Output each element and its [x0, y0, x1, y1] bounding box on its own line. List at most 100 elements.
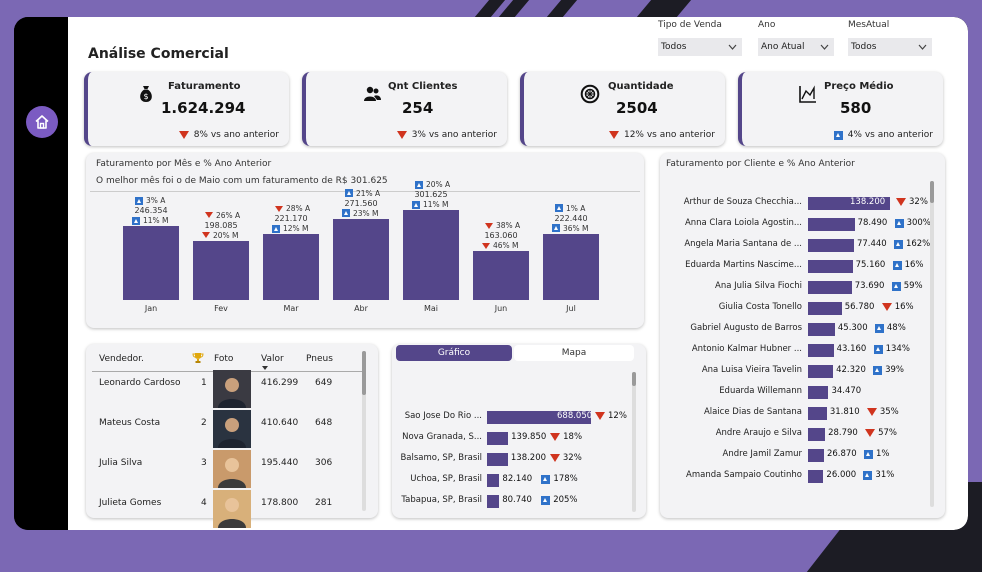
client-label: Arthur de Souza Checchia... [683, 197, 802, 207]
month-bar[interactable] [543, 233, 599, 300]
city-label: Tabapua, SP, Brasil [401, 495, 482, 505]
cities-scrollbar[interactable] [632, 372, 636, 512]
client-bar[interactable] [808, 365, 834, 378]
vs-mes-text: 12% M [283, 224, 309, 233]
client-pct-text: 1% [875, 449, 890, 459]
client-value: 73.690 [855, 281, 885, 291]
city-bar[interactable] [487, 474, 500, 487]
client-label: Ana Julia Silva Fiochi [715, 281, 802, 291]
client-value: 34.470 [831, 386, 861, 396]
city-value-text: 139.850 [511, 432, 547, 442]
month-bar[interactable] [193, 240, 249, 300]
down-arrow-icon [550, 433, 561, 441]
client-label: Gabriel Augusto de Barros [690, 323, 802, 333]
city-value-text: 80.740 [502, 495, 532, 505]
col-header-valor[interactable]: Valor [261, 354, 284, 364]
filter-select[interactable]: Ano Atual [758, 38, 834, 56]
seller-name: Julia Silva [99, 458, 143, 468]
client-label: Andre Jamil Zamur [722, 449, 802, 459]
seller-photo [213, 370, 251, 408]
seller-photo [213, 410, 251, 448]
client-bar[interactable] [808, 197, 890, 210]
client-bar[interactable] [808, 470, 824, 483]
seller-rank: 4 [201, 498, 207, 508]
month-bar[interactable] [403, 210, 459, 300]
filter-ano[interactable]: Ano Ano Atual [758, 20, 834, 56]
vs-ano-text: 26% A [216, 210, 241, 220]
client-bar[interactable] [808, 302, 842, 315]
seller-valor: 195.440 [261, 458, 299, 468]
city-bar[interactable] [487, 411, 591, 424]
client-pct-text: 32% [909, 197, 928, 207]
city-pct-text: 178% [553, 474, 578, 484]
month-label: Jul [566, 304, 576, 313]
city-pct: 205% [541, 495, 578, 505]
client-value: 42.320 [836, 365, 866, 375]
kpi-variation: 12% vs ano anterior [608, 130, 715, 140]
city-bar[interactable] [487, 453, 508, 466]
client-pct-text: 35% [879, 407, 899, 417]
chart-subtitle: O melhor mês foi o de Maio com um fatura… [96, 176, 388, 186]
client-bar[interactable] [808, 386, 829, 399]
city-bar[interactable] [487, 495, 500, 508]
filter-value: Todos [851, 42, 877, 52]
client-bar[interactable] [808, 449, 824, 462]
kpi-value: 580 [840, 99, 872, 117]
vs-ano-label: 20% A [415, 180, 450, 189]
client-value: 26.000 [826, 470, 856, 480]
monthly-chart-panel: Faturamento por Mês e % Ano Anterior O m… [86, 153, 644, 328]
client-bar[interactable] [808, 281, 852, 294]
client-bar[interactable] [808, 407, 827, 420]
tire-icon [580, 84, 600, 104]
client-value-text: 28.790 [828, 428, 858, 438]
client-pct-text: 300% [906, 218, 931, 228]
sellers-scrollbar[interactable] [362, 351, 366, 511]
clients-scrollbar[interactable] [930, 181, 934, 507]
month-bar[interactable] [123, 226, 179, 300]
client-bar[interactable] [808, 239, 854, 252]
month-label: Mar [283, 304, 299, 313]
client-bar[interactable] [808, 218, 855, 231]
seller-rank: 2 [201, 418, 207, 428]
month-bar[interactable] [473, 251, 529, 300]
city-value: 138.200 [511, 453, 546, 463]
seller-valor: 416.299 [261, 378, 299, 388]
col-header-foto[interactable]: Foto [214, 354, 234, 364]
filter-select[interactable]: Todos [848, 38, 932, 56]
filter-mes[interactable]: MesAtual Todos [848, 20, 932, 56]
tab-mapa[interactable]: Mapa [514, 345, 634, 361]
nav-sidebar [14, 17, 68, 530]
home-button[interactable] [26, 106, 58, 138]
vs-mes-text: 11% M [143, 216, 169, 226]
tab-grafico[interactable]: Gráfico [396, 345, 512, 361]
vs-ano-text: 1% A [566, 203, 586, 213]
city-value-text: 138.200 [510, 453, 547, 463]
up-arrow-icon [863, 470, 873, 480]
client-label: Eduarda Willemann [719, 386, 802, 396]
seller-name: Julieta Gomes [99, 498, 162, 508]
filter-select[interactable]: Todos [658, 38, 742, 56]
client-value: 75.160 [856, 260, 886, 270]
data-label: 301.625 [414, 190, 448, 199]
client-bar[interactable] [808, 344, 834, 357]
kpi-value: 1.624.294 [161, 99, 246, 117]
city-value: 82.140 [502, 474, 532, 484]
month-bar[interactable] [263, 234, 319, 300]
kpi-label: Quantidade [608, 81, 674, 92]
col-header-pneus[interactable]: Pneus [306, 354, 333, 364]
client-bar[interactable] [808, 260, 853, 273]
city-pct: 18% [550, 432, 582, 442]
client-value: 43.160 [837, 344, 867, 354]
city-value-text: 688.050 [557, 411, 593, 421]
col-header-vendedor[interactable]: Vendedor. [99, 354, 144, 364]
month-bar[interactable] [333, 218, 389, 300]
client-value: 77.440 [857, 239, 887, 249]
client-bar[interactable] [808, 323, 835, 336]
client-bar[interactable] [808, 428, 826, 441]
client-pct-text: 162% [905, 239, 931, 249]
client-label: Angela Maria Santana de ... [684, 239, 802, 249]
city-bar[interactable] [487, 432, 509, 445]
up-arrow-icon [552, 224, 560, 233]
filter-tipo-venda[interactable]: Tipo de Venda Todos [658, 20, 742, 56]
